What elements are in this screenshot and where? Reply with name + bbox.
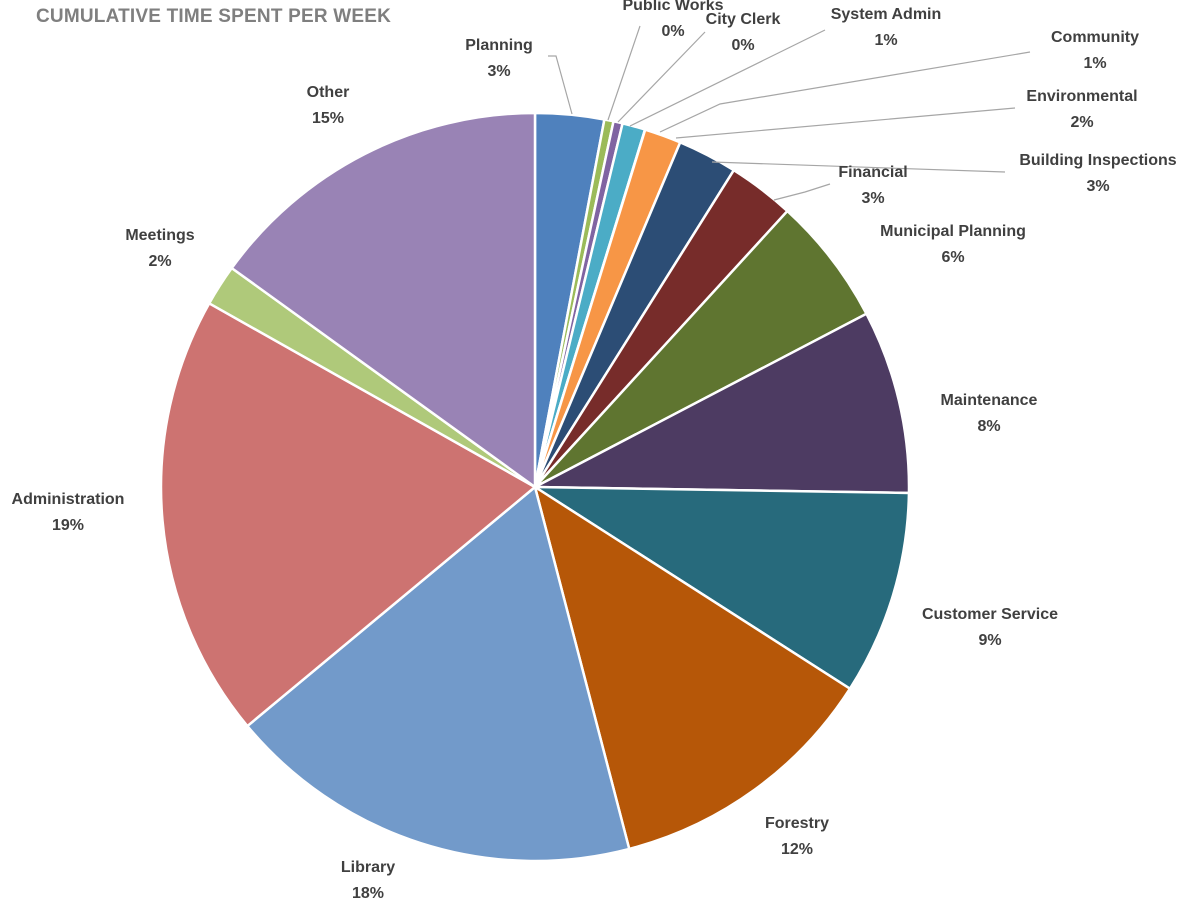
label-percent-meetings: 2% [148, 253, 171, 270]
label-percent-financial: 3% [861, 190, 884, 207]
pie-slices [159, 111, 911, 863]
label-percent-public-works: 0% [661, 23, 684, 40]
leader-lines [548, 25, 1031, 201]
label-name-financial: Financial [838, 164, 907, 181]
leader-line-community [659, 51, 1031, 133]
label-percent-building-inspections: 3% [1086, 178, 1109, 195]
label-name-city-clerk: City Clerk [706, 11, 781, 28]
label-name-library: Library [341, 859, 395, 876]
label-percent-system-admin: 1% [874, 32, 897, 49]
label-percent-other: 15% [312, 110, 344, 127]
leader-line-public-works [607, 25, 641, 121]
leader-line-financial [773, 183, 831, 201]
label-name-other: Other [307, 84, 350, 101]
label-percent-city-clerk: 0% [731, 37, 754, 54]
label-percent-customer-service: 9% [978, 632, 1001, 649]
chart-title: CUMULATIVE TIME SPENT PER WEEK [36, 6, 392, 27]
slice-maintenance [534, 312, 911, 495]
slice-customer-service [530, 485, 911, 691]
label-percent-forestry: 12% [781, 841, 813, 858]
label-name-administration: Administration [12, 491, 125, 508]
slice-labels: Planning 3% Public Works 0% City Clerk 0% Syst… [12, 0, 1177, 902]
label-name-community: Community [1051, 29, 1139, 46]
label-name-maintenance: Maintenance [941, 392, 1038, 409]
label-percent-library: 18% [352, 885, 384, 902]
label-percent-municipal-planning: 6% [941, 249, 964, 266]
label-percent-environmental: 2% [1070, 114, 1093, 131]
label-percent-planning: 3% [487, 63, 510, 80]
label-name-planning: Planning [465, 37, 533, 54]
slice-administration [159, 301, 538, 728]
leader-line-environmental [675, 107, 1016, 139]
leader-line-planning [548, 55, 573, 115]
label-name-forestry: Forestry [765, 815, 829, 832]
label-name-building-inspections: Building Inspections [1019, 152, 1176, 169]
leader-line-system-admin [629, 29, 826, 127]
leader-line-building-inspections [711, 161, 1006, 173]
slice-other [230, 111, 537, 490]
slice-forestry [532, 484, 852, 851]
label-percent-community: 1% [1083, 55, 1106, 72]
label-percent-administration: 19% [52, 517, 84, 534]
label-name-system-admin: System Admin [831, 6, 942, 23]
label-name-environmental: Environmental [1026, 88, 1137, 105]
label-name-meetings: Meetings [125, 227, 194, 244]
label-name-customer-service: Customer Service [922, 606, 1058, 623]
label-name-municipal-planning: Municipal Planning [880, 223, 1026, 240]
slice-library [245, 484, 631, 863]
label-percent-maintenance: 8% [977, 418, 1000, 435]
slice-municipal-planning [534, 209, 869, 489]
leader-line-city-clerk [617, 31, 706, 123]
label-name-public-works: Public Works [622, 0, 723, 14]
